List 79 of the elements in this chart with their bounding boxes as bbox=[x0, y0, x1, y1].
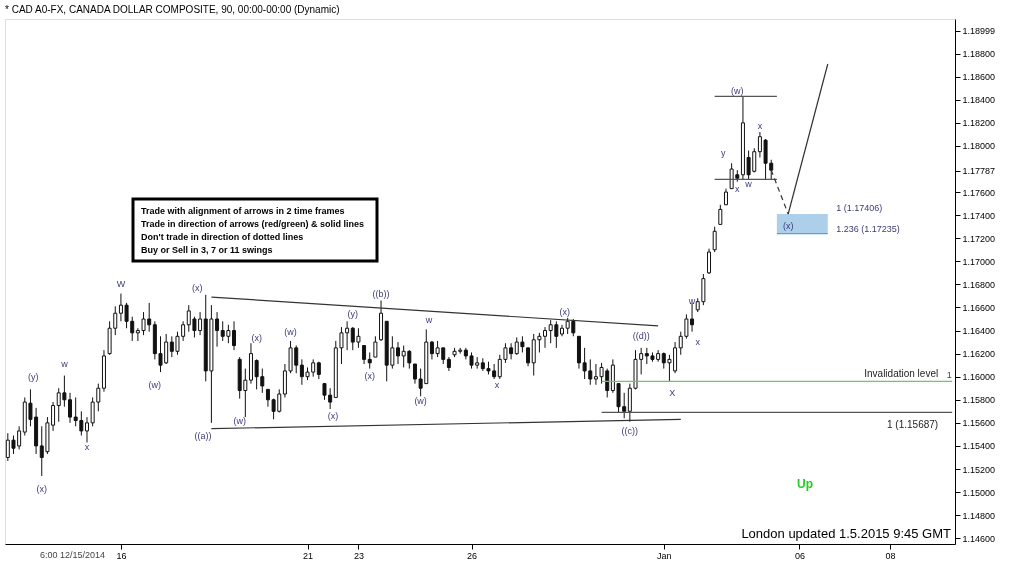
annotation: w bbox=[424, 315, 433, 325]
y-tick-label: 1.15400 bbox=[962, 441, 996, 452]
y-tick-label: 1.15200 bbox=[962, 464, 996, 475]
y-tick-label: 1.18600 bbox=[962, 72, 996, 83]
candlestick bbox=[362, 345, 367, 365]
annotation: (x) bbox=[782, 221, 794, 231]
annotation: (w) bbox=[731, 86, 744, 96]
series-label: 1 (1.15687) bbox=[887, 419, 939, 431]
annotation: (x) bbox=[559, 307, 571, 317]
annotation: w bbox=[744, 179, 753, 189]
annotation: (x) bbox=[327, 411, 339, 421]
y-tick-label: 1.17600 bbox=[962, 187, 996, 198]
y-tick-label: 1.18000 bbox=[962, 141, 996, 152]
annotation: Buy or Sell in 3, 7 or 11 swings bbox=[141, 245, 273, 255]
annotation: (x) bbox=[192, 283, 203, 293]
annotation: (w) bbox=[148, 380, 162, 390]
annotation: Trade with alignment of arrows in 2 time frames bbox=[141, 206, 345, 216]
annotation: x bbox=[494, 380, 500, 390]
candlestick bbox=[712, 226, 717, 253]
annotation: 1.236 (1.17235) bbox=[836, 224, 900, 234]
annotation: X bbox=[669, 388, 676, 398]
annotation: Trade in direction of arrows (red/green) & solid lines bbox=[141, 219, 365, 229]
x-tick-label: 23 bbox=[353, 550, 364, 561]
y-tick-label: 1.15800 bbox=[962, 395, 996, 406]
annotation: London updated 1.5.2015 9:45 GMT bbox=[741, 526, 952, 541]
y-tick-label: 1.18400 bbox=[962, 95, 996, 106]
candlestick bbox=[707, 248, 712, 275]
annotation: ((c)) bbox=[621, 426, 639, 436]
annotation: w bbox=[687, 296, 696, 306]
annotation: (x) bbox=[36, 484, 48, 494]
annotation: (w) bbox=[284, 327, 297, 337]
y-tick-label: 1.18999 bbox=[962, 26, 996, 37]
annotation: w bbox=[60, 359, 69, 369]
text: 6:00 12/15/2014 bbox=[39, 550, 105, 560]
y-tick-label: 1.15000 bbox=[962, 487, 996, 498]
annotation: ((b)) bbox=[372, 289, 390, 299]
annotation: W bbox=[116, 279, 126, 289]
x-tick-label: 21 bbox=[303, 550, 314, 561]
candlestick bbox=[373, 335, 378, 358]
y-tick-label: 1.16200 bbox=[962, 349, 996, 360]
annotation: (y) bbox=[347, 309, 359, 319]
annotation: x bbox=[84, 442, 90, 452]
y-tick-label: 1.17787 bbox=[962, 166, 996, 176]
chart-title: * CAD A0-FX, CANADA DOLLAR COMPOSITE, 90, 00:00-00:00 (Dynamic) bbox=[5, 4, 340, 15]
y-tick-label: 1.18800 bbox=[962, 49, 996, 60]
x-tick-label: 06 bbox=[794, 550, 805, 561]
series-label: Invalidation level bbox=[864, 368, 939, 380]
annotation: ((a)) bbox=[194, 431, 212, 441]
annotation: x bbox=[695, 337, 701, 347]
y-tick-label: 1.16400 bbox=[962, 326, 996, 337]
annotation: y bbox=[720, 148, 726, 158]
y-tick-label: 1.17000 bbox=[962, 256, 996, 267]
annotation: x bbox=[757, 121, 763, 131]
y-tick-label: 1.14600 bbox=[962, 533, 996, 544]
annotation: (x) bbox=[364, 371, 375, 381]
y-tick-label: 1.17400 bbox=[962, 210, 996, 221]
annotation: 1 bbox=[946, 370, 952, 380]
y-tick-label: 1.16600 bbox=[962, 302, 996, 313]
x-tick-label: 16 bbox=[116, 550, 127, 561]
y-tick-label: 1.16800 bbox=[962, 279, 996, 290]
y-tick-label: 1.16000 bbox=[962, 372, 996, 383]
y-tick-label: 1.15600 bbox=[962, 418, 996, 429]
annotation: (x) bbox=[251, 333, 262, 343]
annotation: (w) bbox=[414, 396, 427, 406]
y-tick-label: 1.17200 bbox=[962, 233, 996, 244]
candlestick bbox=[718, 204, 723, 225]
annotation: Don't trade in direction of dotted lines bbox=[141, 232, 304, 242]
x-tick-label: 26 bbox=[467, 550, 478, 561]
x-tick-label: Jan bbox=[657, 550, 672, 561]
annotation: ((d)) bbox=[632, 331, 650, 341]
annotation: x bbox=[735, 184, 741, 194]
y-tick-label: 1.18200 bbox=[962, 118, 996, 129]
x-tick-label: 08 bbox=[885, 550, 896, 561]
annotation: (w) bbox=[233, 416, 246, 426]
y-tick-label: 1.14800 bbox=[962, 510, 996, 521]
annotation: (y) bbox=[28, 372, 39, 382]
annotation: 1 (1.17406) bbox=[836, 203, 883, 213]
annotation: Up bbox=[797, 477, 813, 491]
candlestick bbox=[526, 347, 531, 367]
